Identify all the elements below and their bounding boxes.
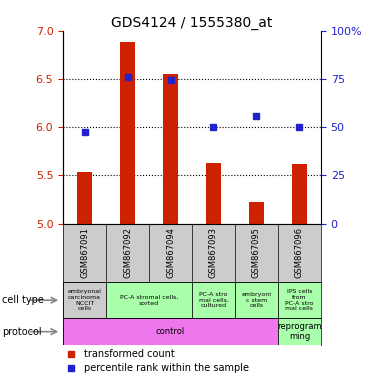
Text: IPS cells
from
PC-A stro
mal cells: IPS cells from PC-A stro mal cells	[285, 289, 313, 311]
Text: GSM867093: GSM867093	[209, 227, 218, 278]
Bar	[77, 172, 92, 223]
Text: PC-A stromal cells,
sorted: PC-A stromal cells, sorted	[120, 295, 178, 306]
Text: protocol: protocol	[2, 327, 42, 337]
Text: reprogram
ming: reprogram ming	[277, 322, 322, 341]
Text: PC-A stro
mal cells,
cultured: PC-A stro mal cells, cultured	[198, 292, 229, 308]
Text: GSM867091: GSM867091	[80, 227, 89, 278]
Bar	[292, 164, 307, 223]
Text: GSM867095: GSM867095	[252, 227, 261, 278]
Bar	[106, 282, 192, 318]
Text: GSM867092: GSM867092	[123, 227, 132, 278]
Bar	[206, 163, 221, 223]
Text: embryoni
c stem
cells: embryoni c stem cells	[242, 292, 272, 308]
Bar	[120, 42, 135, 223]
Bar	[163, 74, 178, 223]
Text: GSM867094: GSM867094	[166, 227, 175, 278]
Text: transformed count: transformed count	[84, 349, 174, 359]
Bar	[278, 318, 321, 345]
Bar	[235, 282, 278, 318]
Text: control: control	[156, 327, 185, 336]
Text: percentile rank within the sample: percentile rank within the sample	[84, 363, 249, 374]
Text: GSM867096: GSM867096	[295, 227, 304, 278]
Bar	[278, 282, 321, 318]
Bar	[192, 282, 235, 318]
Bar	[63, 318, 278, 345]
Bar	[249, 202, 264, 223]
Text: embryonal
carcinoma
NCCIT
cells: embryonal carcinoma NCCIT cells	[68, 289, 102, 311]
Text: cell type: cell type	[2, 295, 44, 305]
Bar	[63, 282, 106, 318]
Title: GDS4124 / 1555380_at: GDS4124 / 1555380_at	[111, 16, 273, 30]
